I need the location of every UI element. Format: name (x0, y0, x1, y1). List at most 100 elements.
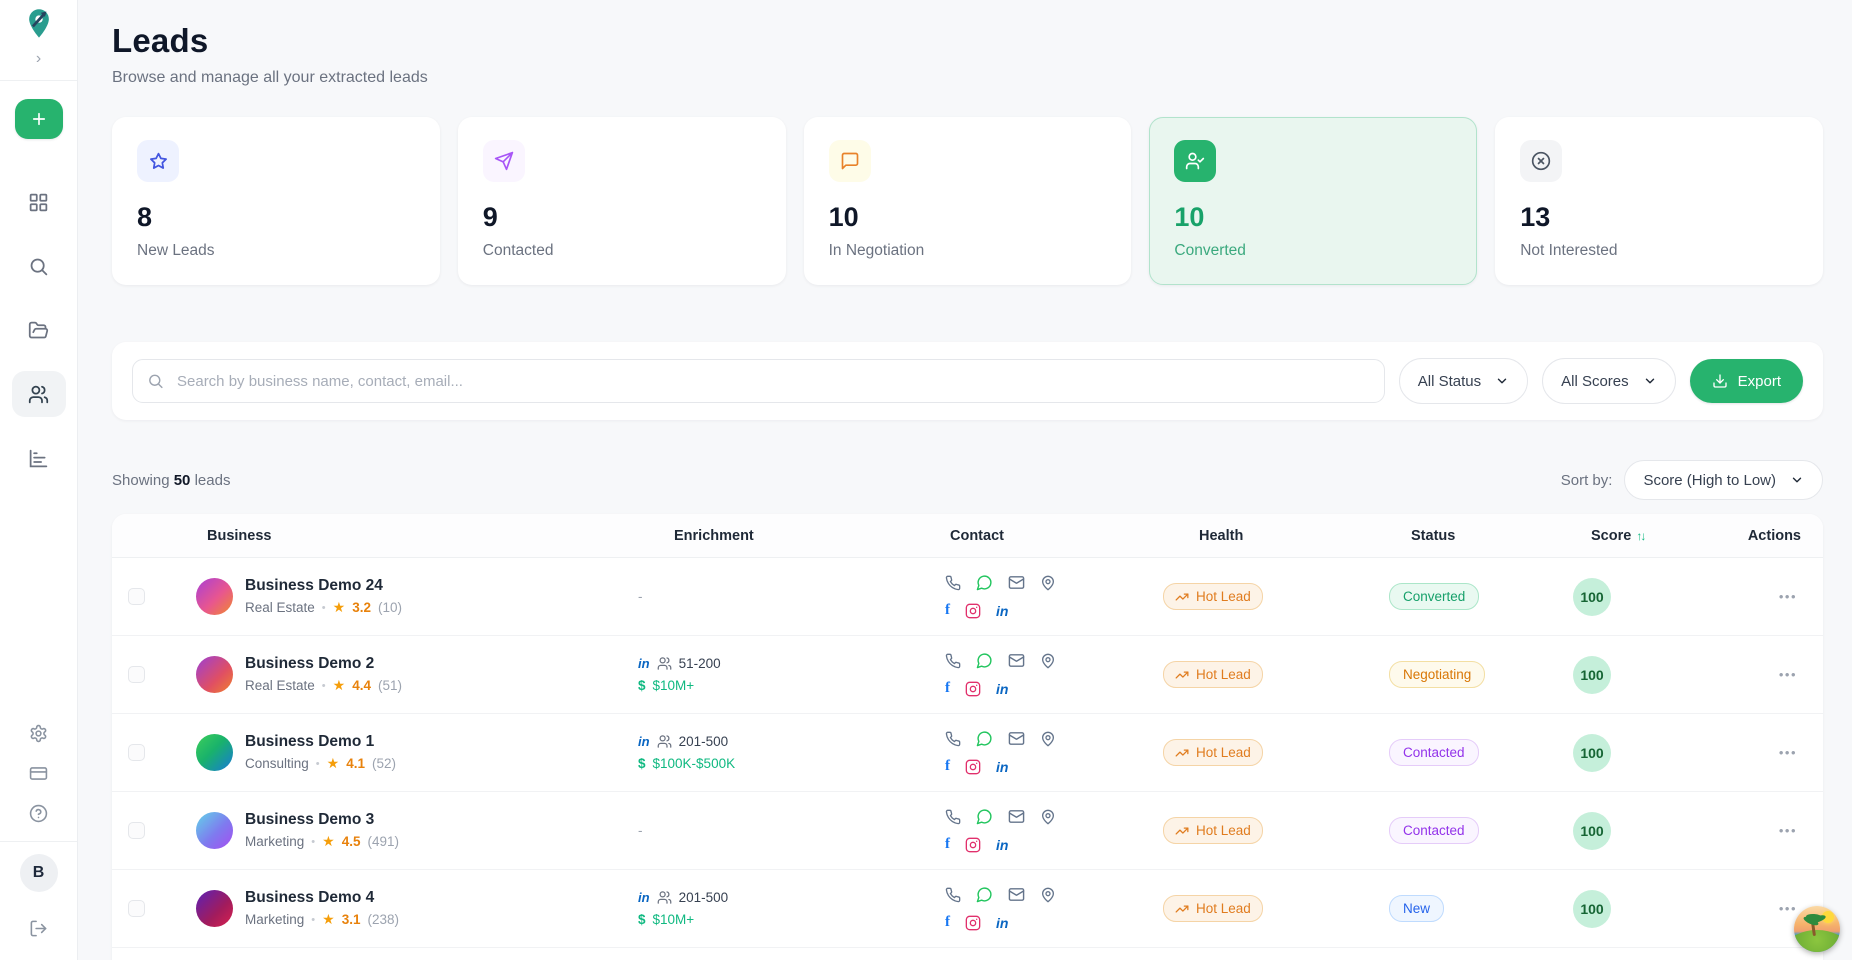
instagram-icon[interactable] (965, 837, 981, 853)
instagram-icon[interactable] (965, 681, 981, 697)
credit-card-icon (29, 764, 48, 783)
rating-value: 4.5 (341, 834, 361, 849)
row-actions-button[interactable]: ••• (1778, 588, 1797, 604)
instagram-icon[interactable] (965, 603, 981, 619)
business-name[interactable]: Business Demo 2 (245, 655, 375, 672)
sidebar-item-analytics[interactable] (12, 435, 66, 481)
email-icon[interactable] (1008, 730, 1025, 747)
sidebar-item-leads[interactable] (11, 371, 66, 417)
app-logo-map-pin-icon (24, 8, 54, 40)
stat-card-converted[interactable]: 10 Converted (1149, 117, 1478, 285)
sort-select[interactable]: Score (High to Low) (1624, 460, 1823, 500)
whatsapp-icon[interactable] (976, 886, 993, 903)
sidebar-item-search[interactable] (12, 243, 66, 289)
employee-range: 51-200 (678, 656, 721, 671)
map-pin-icon[interactable] (1040, 731, 1056, 747)
help-button[interactable] (12, 793, 66, 833)
trending-up-icon (1175, 824, 1189, 838)
status-filter-select[interactable]: All Status (1398, 358, 1529, 404)
stat-card-in-negotiation[interactable]: 10 In Negotiation (803, 117, 1132, 285)
row-actions-button[interactable]: ••• (1778, 666, 1797, 682)
facebook-icon[interactable]: f (945, 758, 950, 774)
table-row[interactable]: Business Demo 4 Marketing • ★ 3.1 (238) … (112, 870, 1823, 948)
column-score[interactable]: Score ↑↓ (1533, 528, 1673, 544)
linkedin-icon: in (638, 734, 650, 749)
whatsapp-icon[interactable] (976, 730, 993, 747)
stat-card-not-interested[interactable]: 13 Not Interested (1495, 117, 1823, 285)
page-title: Leads (112, 22, 209, 59)
row-checkbox[interactable] (127, 822, 145, 839)
status-badge: Converted (1389, 583, 1480, 610)
map-pin-icon[interactable] (1040, 809, 1056, 825)
business-name[interactable]: Business Demo 24 (245, 577, 383, 594)
phone-icon[interactable] (945, 731, 961, 747)
row-actions-button[interactable]: ••• (1778, 900, 1797, 916)
add-button[interactable] (14, 99, 63, 139)
row-checkbox[interactable] (127, 588, 145, 605)
phone-icon[interactable] (945, 809, 961, 825)
user-avatar[interactable]: B (19, 854, 58, 892)
business-name[interactable]: Business Demo 4 (245, 889, 375, 906)
separator-dot: • (311, 835, 316, 848)
employee-range: 201-500 (678, 890, 729, 905)
row-checkbox[interactable] (127, 744, 145, 761)
logout-button[interactable] (12, 908, 66, 948)
instagram-icon[interactable] (965, 759, 981, 775)
sidebar-item-projects[interactable] (12, 307, 66, 353)
table-row[interactable]: Business Demo 3 Marketing • ★ 4.5 (491) … (112, 792, 1823, 870)
email-icon[interactable] (1008, 574, 1025, 591)
sort-arrows-icon[interactable]: ↑↓ (1636, 528, 1646, 543)
linkedin-icon[interactable]: in (996, 680, 1009, 697)
health-badge: Hot Lead (1163, 817, 1263, 844)
linkedin-icon[interactable]: in (996, 602, 1009, 619)
export-button[interactable]: Export (1689, 359, 1803, 403)
table-row[interactable]: Business Demo 5 (112, 948, 1823, 960)
sidebar-item-dashboard[interactable] (12, 179, 66, 225)
row-checkbox[interactable] (127, 900, 145, 917)
business-name[interactable]: Business Demo 1 (245, 733, 375, 750)
facebook-icon[interactable]: f (945, 680, 950, 696)
facebook-icon[interactable]: f (945, 602, 950, 618)
instagram-icon[interactable] (965, 915, 981, 931)
business-category: Marketing (245, 834, 305, 849)
stat-card-new-leads[interactable]: 8 New Leads (112, 117, 440, 285)
email-icon[interactable] (1008, 808, 1025, 825)
settings-button[interactable] (12, 713, 66, 753)
phone-icon[interactable] (945, 653, 961, 669)
star-icon: ★ (322, 911, 335, 927)
billing-button[interactable] (12, 753, 66, 793)
linkedin-icon[interactable]: in (996, 836, 1009, 853)
whatsapp-icon[interactable] (976, 808, 993, 825)
business-name[interactable]: Business Demo 3 (245, 811, 375, 828)
linkedin-icon[interactable]: in (996, 914, 1009, 931)
review-count: (238) (367, 912, 399, 927)
score-filter-select[interactable]: All Scores (1542, 358, 1676, 404)
dollar-icon: $ (638, 678, 646, 693)
business-avatar (196, 656, 233, 693)
email-icon[interactable] (1008, 652, 1025, 669)
email-icon[interactable] (1008, 886, 1025, 903)
star-icon (137, 140, 179, 182)
search-input[interactable] (132, 359, 1385, 403)
whatsapp-icon[interactable] (976, 574, 993, 591)
linkedin-icon[interactable]: in (996, 758, 1009, 775)
sidebar-collapse-button[interactable]: › (35, 50, 42, 67)
map-pin-icon[interactable] (1040, 887, 1056, 903)
table-row[interactable]: Business Demo 2 Real Estate • ★ 4.4 (51)… (112, 636, 1823, 714)
island-widget-button[interactable] (1794, 906, 1840, 952)
gear-icon (29, 724, 48, 743)
export-label: Export (1737, 372, 1781, 390)
row-actions-button[interactable]: ••• (1778, 744, 1797, 760)
table-row[interactable]: Business Demo 1 Consulting • ★ 4.1 (52) … (112, 714, 1823, 792)
whatsapp-icon[interactable] (976, 652, 993, 669)
facebook-icon[interactable]: f (945, 914, 950, 930)
row-checkbox[interactable] (127, 666, 145, 683)
stat-card-contacted[interactable]: 9 Contacted (457, 117, 786, 285)
map-pin-icon[interactable] (1040, 575, 1056, 591)
table-row[interactable]: Business Demo 24 Real Estate • ★ 3.2 (10… (112, 558, 1823, 636)
map-pin-icon[interactable] (1040, 653, 1056, 669)
phone-icon[interactable] (945, 575, 961, 591)
facebook-icon[interactable]: f (945, 836, 950, 852)
row-actions-button[interactable]: ••• (1778, 822, 1797, 838)
phone-icon[interactable] (945, 887, 961, 903)
